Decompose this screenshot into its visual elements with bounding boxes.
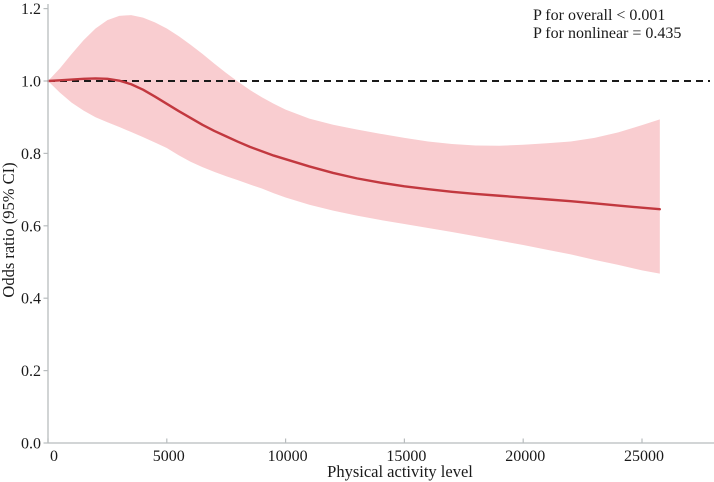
x-tick-label: 20000 — [505, 448, 545, 465]
x-axis-title: Physical activity level — [327, 462, 473, 481]
y-tick-label: 0.8 — [21, 146, 41, 163]
y-tick-label: 1.2 — [21, 1, 41, 18]
y-tick-label: 1.0 — [21, 74, 41, 91]
x-tick-label: 10000 — [268, 448, 308, 465]
y-tick-label: 0.4 — [21, 291, 41, 308]
annotation-p-nonlinear: P for nonlinear = 0.435 — [533, 25, 681, 42]
x-tick-label: 15000 — [386, 448, 426, 465]
y-tick-label: 0.6 — [21, 218, 41, 235]
confidence-band-area — [48, 15, 660, 274]
y-tick-label: 0.0 — [21, 436, 41, 453]
x-axis-ticks: 0 5000 10000 15000 20000 25000 — [47, 438, 664, 465]
x-tick-label: 0 — [50, 448, 58, 465]
annotation-p-overall: P for overall < 0.001 — [533, 7, 665, 24]
x-tick-label: 5000 — [153, 448, 185, 465]
x-tick-label: 25000 — [624, 448, 664, 465]
y-axis-title: Odds ratio (95% CI) — [0, 162, 18, 297]
y-axis-ticks: 0.0 0.2 0.4 0.6 0.8 1.0 1.2 — [21, 1, 48, 453]
odds-ratio-curve — [46, 77, 662, 211]
y-tick-label: 0.2 — [21, 363, 41, 380]
